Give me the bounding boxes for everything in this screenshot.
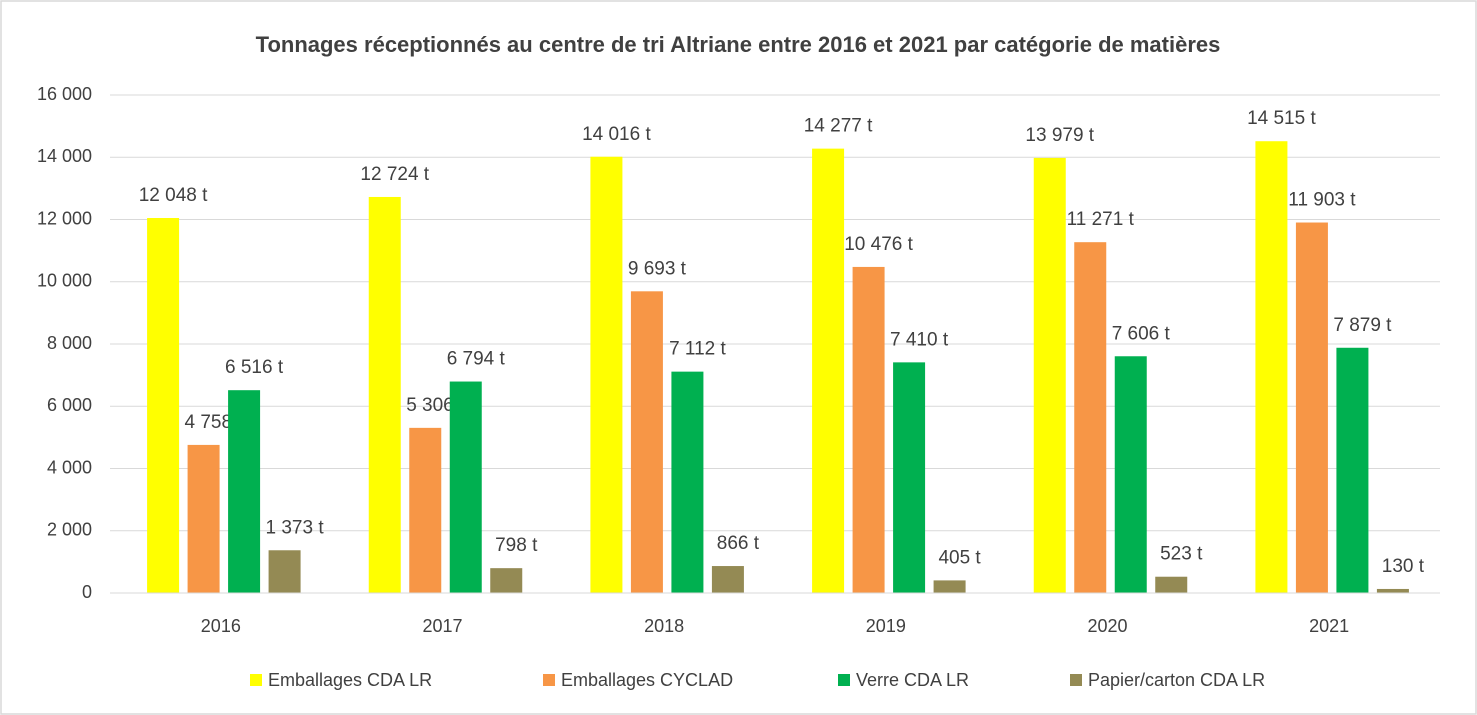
x-tick-label: 2020: [1087, 616, 1127, 636]
value-label: 10 476 t: [844, 234, 913, 255]
bar: [1376, 588, 1409, 593]
bar: [268, 550, 301, 593]
bar: [812, 148, 845, 594]
bar: [1074, 242, 1107, 593]
value-label: 7 410 t: [890, 329, 949, 350]
value-label: 14 515 t: [1247, 108, 1316, 129]
bar: [187, 444, 220, 593]
value-label: 11 271 t: [1067, 209, 1135, 230]
bar: [933, 580, 966, 593]
bar: [228, 390, 261, 593]
value-label: 7 879 t: [1333, 315, 1392, 336]
bar: [1336, 347, 1369, 593]
legend-swatch: [1070, 674, 1082, 686]
value-label: 13 979 t: [1025, 125, 1094, 146]
legend-label: Papier/carton CDA LR: [1088, 670, 1265, 690]
value-label: 7 606 t: [1112, 323, 1171, 344]
bar: [1033, 157, 1066, 593]
bar: [368, 196, 401, 593]
value-label: 14 277 t: [804, 116, 873, 137]
bar: [893, 362, 926, 593]
bar: [852, 266, 885, 593]
legend-label: Emballages CDA LR: [268, 670, 432, 690]
chart-title: Tonnages réceptionnés au centre de tri A…: [256, 32, 1221, 57]
bar: [590, 156, 623, 593]
bar: [1295, 222, 1328, 594]
y-tick-label: 12 000: [37, 208, 92, 228]
bar: [630, 291, 663, 593]
y-tick-label: 14 000: [37, 146, 92, 166]
value-label: 405 t: [938, 547, 981, 568]
x-tick-label: 2017: [422, 616, 462, 636]
y-tick-label: 10 000: [37, 271, 92, 291]
value-label: 798 t: [495, 535, 538, 556]
x-tick-label: 2021: [1309, 616, 1349, 636]
value-label: 6 516 t: [225, 357, 284, 378]
bar: [449, 381, 482, 593]
legend-swatch: [543, 674, 555, 686]
value-label: 130 t: [1382, 556, 1425, 577]
x-tick-label: 2016: [201, 616, 241, 636]
value-label: 12 048 t: [139, 185, 208, 206]
value-label: 11 903 t: [1288, 190, 1356, 211]
value-label: 12 724 t: [360, 164, 429, 185]
bar: [1255, 141, 1288, 593]
y-tick-label: 6 000: [47, 395, 92, 415]
bar: [1114, 356, 1147, 593]
bar: [711, 566, 744, 593]
value-label: 866 t: [717, 533, 760, 554]
bar: [409, 427, 442, 593]
x-tick-label: 2018: [644, 616, 684, 636]
y-tick-label: 2 000: [47, 520, 92, 540]
y-tick-label: 4 000: [47, 457, 92, 477]
legend-label: Verre CDA LR: [856, 670, 969, 690]
bar: [1155, 576, 1188, 593]
legend-swatch: [250, 674, 262, 686]
y-tick-label: 0: [82, 582, 92, 602]
value-label: 9 693 t: [628, 258, 687, 279]
legend-swatch: [838, 674, 850, 686]
value-label: 1 373 t: [266, 517, 325, 538]
y-tick-label: 8 000: [47, 333, 92, 353]
value-label: 523 t: [1160, 544, 1203, 565]
legend-label: Emballages CYCLAD: [561, 670, 733, 690]
bar: [490, 568, 523, 593]
y-tick-label: 16 000: [37, 84, 92, 104]
value-label: 14 016 t: [582, 124, 651, 145]
value-label: 7 112 t: [669, 339, 726, 360]
bar: [147, 218, 180, 594]
x-tick-label: 2019: [866, 616, 906, 636]
value-label: 6 794 t: [447, 349, 506, 370]
bar: [671, 371, 704, 593]
